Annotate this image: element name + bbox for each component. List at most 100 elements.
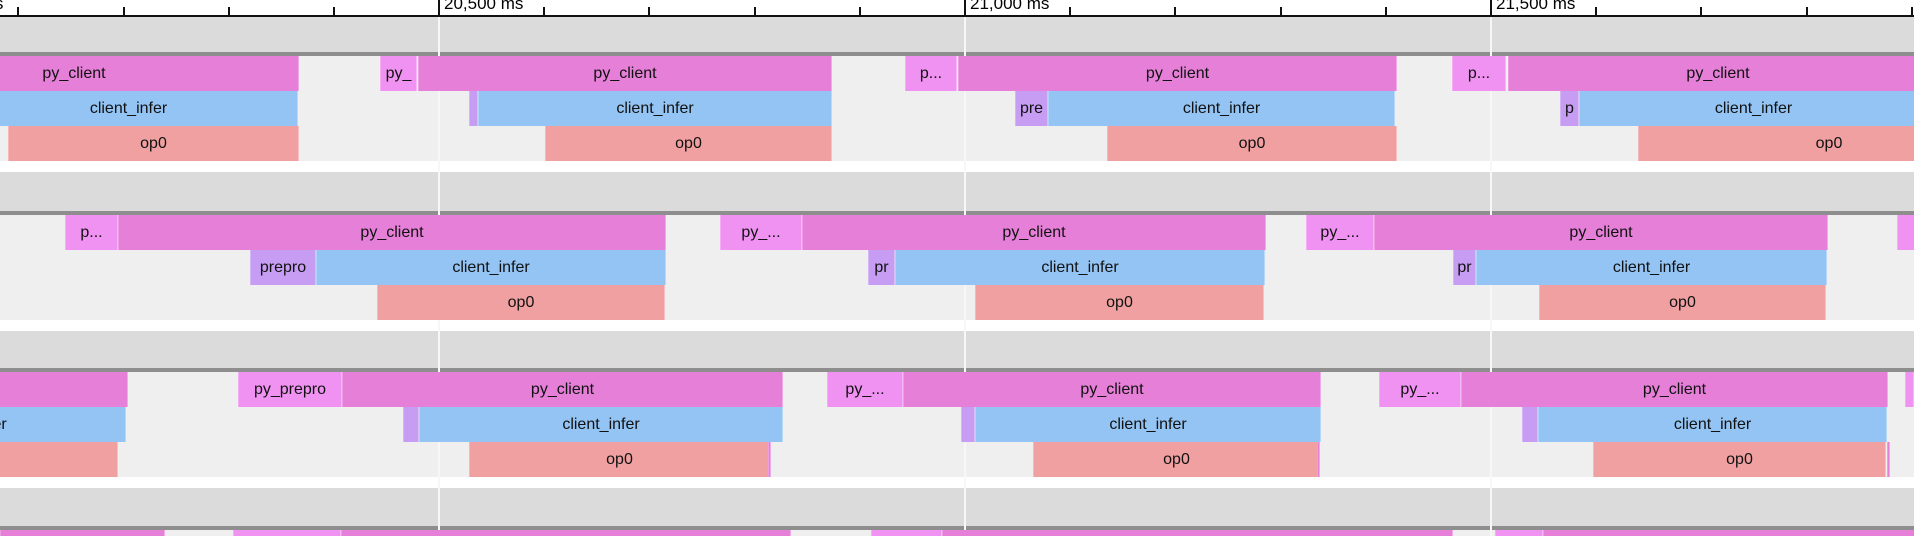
ruler-major-tick	[1490, 0, 1492, 15]
slice-client_infer[interactable]: client_infer	[975, 407, 1321, 442]
ruler-minor-tick	[1385, 7, 1387, 15]
slice-row: op0 op0 op0	[0, 442, 1914, 477]
slice-op[interactable]: op0	[1033, 442, 1320, 477]
slice-row: py_clientpy_prepropy_clientpy_...py_clie…	[0, 372, 1914, 407]
ruler-minor-tick	[1595, 7, 1597, 15]
slice-client_infer[interactable]: client_infer	[419, 407, 783, 442]
ruler-minor-tick	[1069, 7, 1071, 15]
slice-py_prepro[interactable]: p...	[905, 56, 957, 91]
slice-client_infer[interactable]: client_infer	[316, 250, 666, 285]
slice-py_client[interactable]: py_client	[341, 530, 791, 536]
ruler-time-label: 21,000 ms	[970, 0, 1050, 13]
ruler-minor-tick	[648, 7, 650, 15]
slice-client_infer[interactable]: client_infer	[0, 407, 126, 442]
track-separator	[0, 211, 1914, 215]
slice-prepro[interactable]: pr	[1453, 250, 1476, 285]
slice-py_client[interactable]	[1887, 442, 1890, 477]
slice-py_prepro[interactable]: py_prepro	[238, 372, 342, 407]
slice-py_prepro[interactable]	[1905, 372, 1914, 407]
slice-py_client[interactable]: py_client	[118, 215, 666, 250]
slice-py_prepro[interactable]: p...	[65, 215, 118, 250]
ruler-time-label: 20,500 ms	[444, 0, 524, 13]
ruler-minor-tick	[1911, 7, 1913, 15]
slice-op[interactable]: op0	[1539, 285, 1826, 320]
ruler-major-tick	[964, 0, 966, 15]
slice-client_infer[interactable]: client_infer	[0, 91, 298, 126]
slice-prepro[interactable]	[403, 407, 419, 442]
slice-py_client[interactable]	[768, 442, 771, 477]
slice-py_client[interactable]: py_client	[1508, 56, 1914, 91]
slice-py_prepro[interactable]: py_	[380, 56, 417, 91]
slice-op[interactable]	[0, 442, 118, 477]
slice-op[interactable]: op0	[1107, 126, 1397, 161]
slice-op[interactable]: op0	[545, 126, 832, 161]
slice-client_infer[interactable]: client_infer	[478, 91, 832, 126]
slice-row: py_client py_ py_client p... py_client p... py…	[0, 56, 1914, 91]
track-header-band[interactable]	[0, 488, 1914, 526]
ruler-offscreen-time-label: 20,000 ms	[0, 0, 3, 14]
slice-py_client[interactable]: py_client	[802, 215, 1266, 250]
slice-py_prepro[interactable]: py_...	[827, 372, 903, 407]
slice-prepro[interactable]	[469, 91, 478, 126]
track-separator	[0, 368, 1914, 372]
slice-row: prepro client_infer pr client_infer pr client…	[0, 250, 1914, 285]
slice-prepro[interactable]	[961, 407, 975, 442]
slice-op[interactable]: op0	[1593, 442, 1886, 477]
slice-prepro[interactable]: pre	[1015, 91, 1048, 126]
ruler-minor-tick	[123, 7, 125, 15]
track-header-band[interactable]	[0, 331, 1914, 368]
slice-op[interactable]: op0	[1638, 126, 1914, 161]
ruler-minor-tick	[1700, 7, 1702, 15]
slice-row: client_infer client_infer client_infer clie…	[0, 407, 1914, 442]
slice-py_client[interactable]: py_client	[0, 372, 128, 407]
slice-py_prepro[interactable]: py_...	[720, 215, 802, 250]
slice-py_client[interactable]: py_client	[903, 372, 1321, 407]
slice-py_client[interactable]	[1317, 442, 1320, 477]
ruler-major-tick	[438, 0, 440, 15]
slice-py_client[interactable]: py_client	[1543, 530, 1914, 536]
slice-py_client[interactable]: py_client	[342, 372, 783, 407]
ruler-minor-tick	[859, 7, 861, 15]
slice-op[interactable]: op0	[377, 285, 665, 320]
slice-py_client[interactable]: py_client	[0, 56, 299, 91]
slice-py_prepro[interactable]: p...	[1452, 56, 1506, 91]
slice-prepro[interactable]	[1522, 407, 1538, 442]
slice-client_infer[interactable]: client_infer	[1538, 407, 1887, 442]
time-ruler[interactable]: 20,500 ms 21,000 ms 21,500 ms 20,000 ms	[0, 0, 1914, 17]
ruler-minor-tick	[1806, 7, 1808, 15]
ruler-time-label: 21,500 ms	[1496, 0, 1576, 13]
slice-py_prepro[interactable]	[1897, 215, 1914, 250]
slice-py_client[interactable]: py_client	[1374, 215, 1828, 250]
slice-client_infer[interactable]: client_infer	[1048, 91, 1395, 126]
slice-prepro[interactable]: pr	[868, 250, 895, 285]
slice-row: op0 op0 op0 op0	[0, 126, 1914, 161]
ruler-minor-tick	[1280, 7, 1282, 15]
slice-op[interactable]: op0	[8, 126, 299, 161]
slice-prepro[interactable]: prepro	[250, 250, 316, 285]
slice-py_client[interactable]: py_client	[1461, 372, 1888, 407]
ruler-minor-tick	[17, 7, 19, 15]
slice-row: client_infer client_infer pre client_infer p…	[0, 91, 1914, 126]
slice-op[interactable]: op0	[975, 285, 1264, 320]
slice-py_prepro[interactable]: py_prepro	[233, 530, 341, 536]
slice-py_prepro[interactable]: py_prepro	[1495, 530, 1543, 536]
slice-py_prepro[interactable]: py_...	[1306, 215, 1374, 250]
track-header-band[interactable]	[0, 172, 1914, 211]
track-separator	[0, 52, 1914, 56]
track-header-band[interactable]	[0, 15, 1914, 52]
ruler-minor-tick	[754, 7, 756, 15]
slice-py_client[interactable]: py_client	[942, 530, 1453, 536]
slice-client_infer[interactable]: client_infer	[1476, 250, 1827, 285]
slice-client_infer[interactable]: client_infer	[895, 250, 1265, 285]
ruler-minor-tick	[1174, 7, 1176, 15]
slice-py_prepro[interactable]: py_prepro	[871, 530, 942, 536]
ruler-minor-tick	[333, 7, 335, 15]
slice-client_infer[interactable]: client_infer	[1579, 91, 1914, 126]
slice-prepro[interactable]: p	[1560, 91, 1579, 126]
slice-op[interactable]: op0	[469, 442, 770, 477]
slice-py_client[interactable]: py_client	[418, 56, 832, 91]
slice-py_client[interactable]: py_client	[0, 530, 165, 536]
slice-py_prepro[interactable]: py_...	[1379, 372, 1461, 407]
slice-py_client[interactable]: py_client	[958, 56, 1397, 91]
